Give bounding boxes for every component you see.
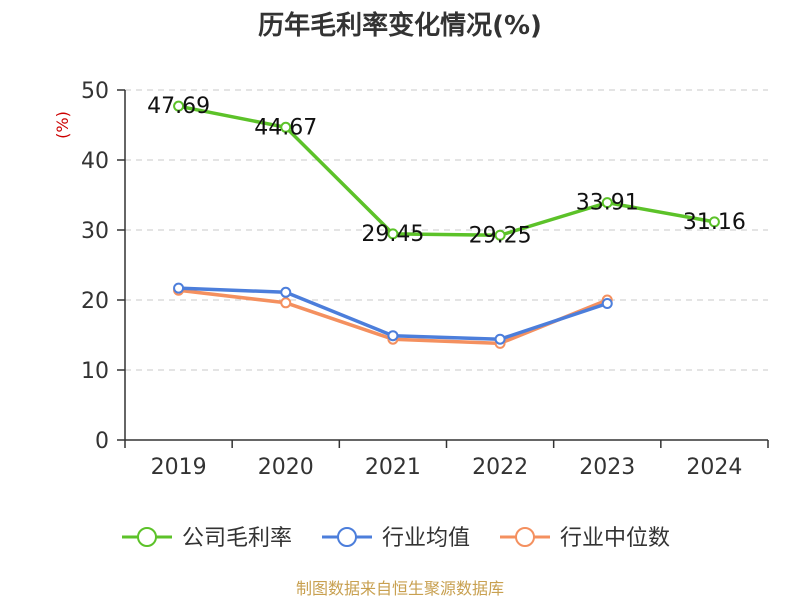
series-line-1 [178,104,715,237]
series-lines [173,100,720,349]
gridlines [125,89,768,371]
legend[interactable]: 公司毛利率 行业均值 行业中位数 [122,526,670,551]
data-point[interactable] [387,330,399,342]
data-point[interactable] [387,228,399,240]
x-tick-label: 2020 [258,455,314,480]
legend-label: 行业均值 [382,526,470,551]
data-label: 33.91 [576,191,639,216]
data-labels: 47.69 44.67 29.45 29.25 33.91 31.16 [147,94,746,248]
axes: 0 10 20 30 40 50 2019 2020 2021 2022 2023 2024 [81,79,769,480]
data-point[interactable] [601,298,613,309]
legend-swatch-marker [515,527,535,547]
data-point[interactable] [173,282,185,294]
data-point[interactable] [601,197,613,209]
legend-swatch-marker [137,527,157,547]
x-tick-label: 2023 [579,455,635,480]
source-note: 制图数据来自恒生聚源数据库 [296,579,504,598]
data-point[interactable] [280,121,292,133]
y-tick-label: 20 [81,289,109,314]
x-tick-label: 2019 [151,455,207,480]
legend-item-3[interactable]: 行业中位数 [500,526,670,551]
y-tick-label: 30 [81,219,109,244]
x-tick-label: 2021 [365,455,421,480]
legend-item-2[interactable]: 行业均值 [322,526,470,551]
y-tick-label: 0 [95,429,109,454]
data-point[interactable] [494,333,506,345]
data-point[interactable] [280,297,292,309]
chart-title: 历年毛利率变化情况(%) [258,10,542,41]
data-label: 29.25 [469,223,532,248]
legend-label: 行业中位数 [560,526,670,551]
data-label: 29.45 [361,222,424,247]
y-tick-label: 40 [81,149,109,174]
data-point[interactable] [173,100,185,112]
data-label: 47.69 [147,94,210,119]
legend-item-1[interactable]: 公司毛利率 [122,526,292,551]
y-tick-label: 50 [81,79,109,104]
y-axis-label: (%) [53,111,72,139]
x-tick-label: 2024 [686,455,742,480]
legend-swatch-marker [337,527,357,547]
y-tick-label: 10 [81,359,109,384]
data-point[interactable] [280,286,292,298]
data-point[interactable] [494,229,506,241]
x-tick-label: 2022 [472,455,528,480]
legend-label: 公司毛利率 [182,526,292,551]
data-point[interactable] [708,216,720,228]
data-label: 31.16 [683,210,746,235]
data-label: 44.67 [254,115,317,140]
